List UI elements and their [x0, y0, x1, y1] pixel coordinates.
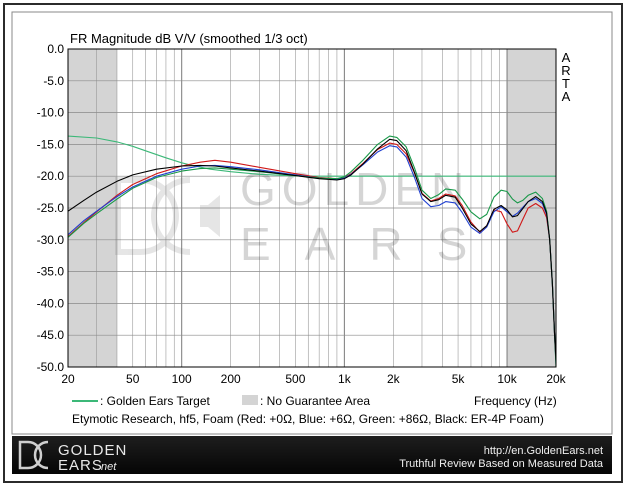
- series-layer: [68, 135, 556, 367]
- series-line: [68, 135, 556, 367]
- x-tick-label: 10k: [497, 372, 517, 386]
- footer-logo-line2: EARS: [58, 457, 103, 474]
- y-tick-label: -40.0: [37, 296, 65, 310]
- footer-url[interactable]: http://en.GoldenEars.net: [484, 445, 603, 457]
- golden-ears-watermark: GOLDEN EARS: [115, 163, 501, 270]
- footer-bar: [12, 436, 612, 474]
- y-tick-label: 0.0: [47, 42, 64, 56]
- x-tick-label: 20: [61, 372, 75, 386]
- y-tick-label: -30.0: [37, 233, 65, 247]
- chart-title: FR Magnitude dB V/V (smoothed 1/3 oct): [70, 31, 308, 46]
- watermark-line1: GOLDEN: [240, 163, 470, 215]
- footer-logo-line1: GOLDEN: [58, 442, 127, 459]
- y-axis-ticks: 0.0 -5.0 -10.0 -15.0 -20.0 -25.0 -30.0 -35.0 -40…: [37, 42, 65, 374]
- legend-caption: Etymotic Research, hf5, Foam (Red: +0Ω, …: [72, 412, 544, 426]
- y-tick-label: -15.0: [37, 137, 65, 151]
- x-axis-ticks: 20 50 100 200 500 1k 2k 5k 10k 20k: [61, 372, 566, 386]
- legend-no-guarantee-label: : No Guarantee Area: [260, 394, 370, 408]
- x-tick-label: 500: [285, 372, 305, 386]
- watermark-logo-icon: [115, 177, 179, 255]
- x-tick-label: 2k: [387, 372, 401, 386]
- plot-border: [67, 48, 557, 368]
- y-tick-label: -25.0: [37, 201, 65, 215]
- footer-tagline: Truthful Review Based on Measured Data: [399, 458, 604, 470]
- footer-logo-suffix: .net: [98, 461, 117, 473]
- arta-letter: A: [562, 50, 571, 65]
- watermark-line2: EARS: [240, 218, 501, 270]
- x-tick-label: 1k: [338, 372, 352, 386]
- x-tick-label: 100: [172, 372, 192, 386]
- y-tick-label: -45.0: [37, 328, 65, 342]
- arta-letter: R: [561, 63, 570, 78]
- arta-letter: A: [562, 89, 571, 104]
- y-tick-label: -10.0: [37, 106, 65, 120]
- golden-ears-logo-icon: [18, 440, 43, 470]
- x-tick-label: 200: [221, 372, 241, 386]
- x-tick-label: 50: [126, 372, 140, 386]
- arta-letter: T: [562, 76, 570, 91]
- x-tick-label: 20k: [546, 372, 566, 386]
- x-tick-label: 5k: [452, 372, 466, 386]
- series-line: [68, 138, 556, 361]
- footer-logo: GOLDEN EARS .net: [18, 440, 127, 474]
- y-tick-label: -35.0: [37, 265, 65, 279]
- arta-label: A R T A: [561, 50, 570, 104]
- legend-no-guarantee-swatch: [242, 395, 258, 405]
- y-tick-label: -50.0: [37, 360, 65, 374]
- y-tick-label: -20.0: [37, 169, 65, 183]
- y-tick-label: -5.0: [43, 74, 64, 88]
- legend-target-label: : Golden Ears Target: [100, 394, 211, 408]
- frequency-axis-label: Frequency (Hz): [474, 394, 557, 408]
